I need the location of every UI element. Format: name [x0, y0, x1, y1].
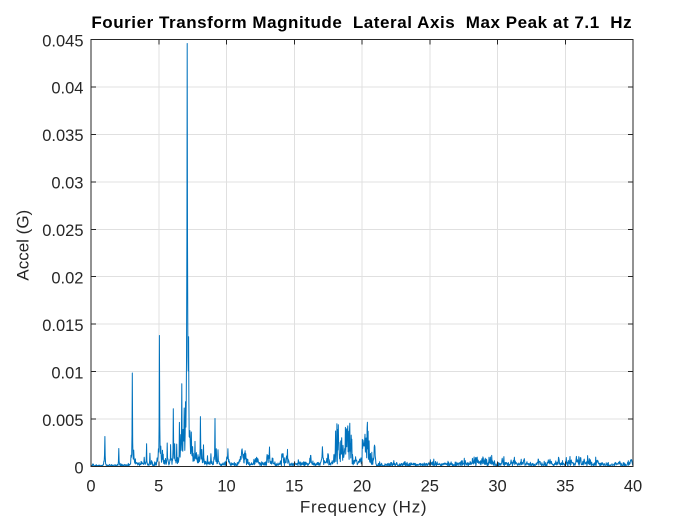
svg-text:0.04: 0.04 — [51, 80, 83, 98]
svg-text:25: 25 — [421, 478, 439, 496]
svg-text:35: 35 — [556, 478, 574, 496]
svg-text:0.045: 0.045 — [42, 32, 83, 50]
svg-text:10: 10 — [217, 478, 235, 496]
svg-text:0.025: 0.025 — [42, 222, 83, 240]
svg-text:0.03: 0.03 — [51, 175, 83, 193]
svg-text:Frequency (Hz): Frequency (Hz) — [300, 497, 428, 516]
svg-text:Fourier Transform Magnitude L: Fourier Transform Magnitude Lateral Axis… — [91, 13, 632, 32]
svg-text:0: 0 — [74, 459, 83, 477]
svg-text:40: 40 — [624, 478, 642, 496]
svg-text:5: 5 — [154, 478, 163, 496]
svg-text:0.015: 0.015 — [42, 317, 83, 335]
svg-text:15: 15 — [285, 478, 303, 496]
svg-text:0.01: 0.01 — [51, 364, 83, 382]
svg-text:0.005: 0.005 — [42, 412, 83, 430]
svg-text:0.035: 0.035 — [42, 127, 83, 145]
svg-text:0: 0 — [86, 478, 95, 496]
svg-text:20: 20 — [353, 478, 371, 496]
svg-text:0.02: 0.02 — [51, 270, 83, 288]
svg-text:30: 30 — [488, 478, 506, 496]
svg-text:Accel (G): Accel (G) — [14, 210, 33, 281]
